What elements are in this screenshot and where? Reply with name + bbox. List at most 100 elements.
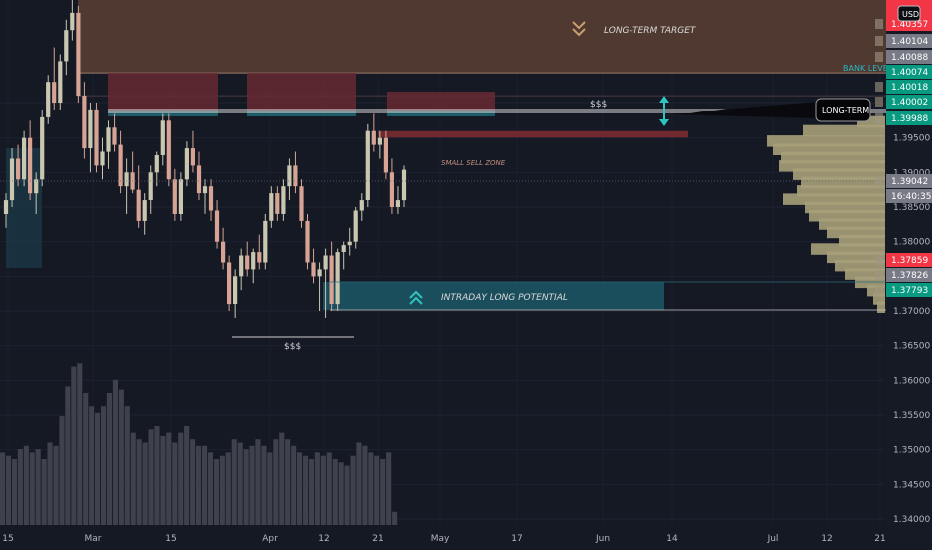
candle — [112, 113, 117, 152]
volume-bar — [118, 389, 124, 525]
price-tick-label: 1.38500 — [893, 203, 930, 213]
candle — [317, 262, 322, 311]
chevron-up-icon — [409, 290, 423, 305]
volume-bar — [160, 435, 166, 525]
volume-profile-bar — [873, 293, 885, 305]
volume-profile-bar — [773, 143, 885, 155]
candle — [299, 179, 304, 228]
candle — [160, 113, 165, 166]
badge-marker — [875, 270, 883, 280]
candle — [359, 193, 364, 221]
candle — [202, 179, 208, 214]
time-tick-label: Apr — [262, 534, 278, 544]
time-tick-label: 21 — [874, 534, 885, 544]
badge-marker — [875, 52, 883, 62]
candle — [124, 158, 129, 214]
candle — [263, 213, 268, 270]
time-tick-label: 12 — [821, 534, 832, 544]
volume-bar — [136, 439, 142, 525]
volume-bar — [35, 449, 41, 525]
price-tick-label: 1.35000 — [893, 446, 930, 456]
volume-bar — [207, 452, 213, 525]
candle — [3, 193, 9, 228]
supply-box — [108, 73, 218, 113]
volume-bar — [166, 432, 172, 525]
candle — [383, 130, 388, 180]
small-sell-zone — [378, 130, 688, 138]
price-badge: 1.37826 — [886, 268, 932, 282]
candles — [3, 0, 407, 318]
volume-bar — [279, 432, 285, 525]
price-badge: 1.40018 — [886, 80, 932, 94]
volume-bar — [231, 439, 237, 525]
candle — [208, 179, 214, 221]
candle — [329, 241, 334, 311]
volume-bar — [23, 445, 29, 525]
volume-bar — [314, 452, 320, 525]
volume-bar — [148, 429, 154, 525]
candle — [347, 227, 352, 256]
intraday-long-zone — [323, 282, 664, 310]
candle — [184, 141, 189, 187]
candle — [245, 241, 250, 277]
candle — [251, 248, 256, 284]
price-badge: 1.39042 — [886, 174, 932, 188]
volume-bar — [184, 426, 190, 525]
candle — [335, 248, 340, 311]
volume-profile-bar — [797, 185, 885, 197]
candle — [28, 120, 33, 201]
candle — [371, 113, 376, 152]
volume-bar — [142, 442, 148, 525]
volume-profile-bar — [805, 201, 885, 214]
candle — [172, 168, 177, 221]
price-tick-label: 1.39000 — [893, 168, 930, 178]
long-term-target-label: LONG-TERM TARGET — [604, 26, 697, 36]
price-badge: 1.40104 — [886, 34, 932, 48]
price-tick-label: 1.35500 — [893, 411, 930, 421]
volume-bar — [273, 439, 279, 525]
liquidity-label-top: $$$ — [590, 100, 607, 110]
volume-bar — [83, 393, 89, 525]
candle — [52, 47, 57, 110]
volume-bar — [95, 412, 101, 525]
volume-bar — [267, 452, 273, 525]
volume-bar — [124, 406, 130, 525]
volume-bar — [5, 455, 11, 525]
volume-bar — [237, 442, 243, 525]
volume-bar — [41, 459, 47, 525]
time-tick-label: Jun — [595, 534, 610, 544]
volume-profile-bar — [811, 243, 885, 255]
price-badge: 1.37859 — [886, 253, 932, 267]
badge-marker — [875, 113, 883, 123]
volume-bar — [255, 439, 261, 525]
price-badge: 1.39988 — [886, 111, 932, 125]
volume-bar — [392, 511, 398, 525]
volume-bar — [112, 379, 118, 525]
volume-bar — [77, 363, 83, 525]
price-badge: 1.40074 — [886, 65, 932, 79]
volume-profile-bar — [835, 259, 885, 272]
small-sell-zone-label: SMALL SELL ZONE — [441, 159, 506, 167]
svg-text:1.40357: 1.40357 — [891, 20, 928, 30]
volume-profile-bar — [845, 268, 885, 280]
volume-profile-bar — [779, 160, 885, 172]
candle — [166, 113, 171, 187]
chevron-down-icon — [572, 21, 586, 37]
volume-bar — [190, 439, 196, 525]
volume-bar — [11, 459, 17, 525]
volume-bar — [338, 462, 344, 525]
volume-profile-bar — [793, 168, 885, 180]
time-tick-label: 14 — [666, 534, 678, 544]
volume-bar — [130, 432, 136, 525]
candle — [257, 234, 262, 270]
volume-bar — [362, 445, 368, 525]
candle — [46, 75, 51, 124]
candle — [401, 165, 407, 207]
price-badge: 1.40002 — [886, 95, 932, 109]
volume-bar — [303, 455, 309, 525]
svg-text:1.40104: 1.40104 — [891, 37, 928, 47]
time-tick-label: 15 — [2, 534, 13, 544]
candle — [214, 200, 220, 249]
currency-button[interactable]: USD — [897, 5, 921, 22]
